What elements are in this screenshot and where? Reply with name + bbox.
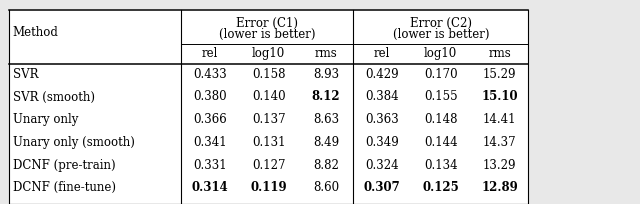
Text: 0.158: 0.158	[252, 68, 285, 81]
Text: Error (C1): Error (C1)	[236, 17, 298, 30]
Text: SVR (smooth): SVR (smooth)	[13, 91, 95, 103]
Text: 8.12: 8.12	[312, 91, 340, 103]
Text: 0.134: 0.134	[424, 159, 458, 172]
Text: DCNF (fine-tune): DCNF (fine-tune)	[13, 181, 116, 194]
Text: 0.307: 0.307	[364, 181, 400, 194]
Text: 0.131: 0.131	[252, 136, 285, 149]
Text: 0.433: 0.433	[193, 68, 227, 81]
Text: 8.63: 8.63	[313, 113, 339, 126]
Text: 0.324: 0.324	[365, 159, 399, 172]
Text: DCNF (pre-train): DCNF (pre-train)	[13, 159, 115, 172]
Text: 8.60: 8.60	[313, 181, 339, 194]
Text: Unary only (smooth): Unary only (smooth)	[13, 136, 135, 149]
Text: 0.380: 0.380	[193, 91, 227, 103]
Text: rms: rms	[488, 47, 511, 60]
Text: 0.341: 0.341	[193, 136, 227, 149]
Text: 12.89: 12.89	[481, 181, 518, 194]
Text: 8.93: 8.93	[313, 68, 339, 81]
Text: 14.41: 14.41	[483, 113, 516, 126]
Text: 0.331: 0.331	[193, 159, 227, 172]
Text: 0.140: 0.140	[252, 91, 285, 103]
Text: 14.37: 14.37	[483, 136, 516, 149]
Text: Error (C2): Error (C2)	[410, 17, 472, 30]
Text: 0.125: 0.125	[422, 181, 459, 194]
Text: 0.314: 0.314	[191, 181, 228, 194]
Text: 0.119: 0.119	[250, 181, 287, 194]
Text: log10: log10	[252, 47, 285, 60]
Text: 13.29: 13.29	[483, 159, 516, 172]
Text: (lower is better): (lower is better)	[392, 28, 489, 41]
Text: 0.148: 0.148	[424, 113, 458, 126]
Text: Method: Method	[13, 26, 59, 39]
Text: 8.82: 8.82	[313, 159, 339, 172]
Text: (lower is better): (lower is better)	[219, 28, 316, 41]
Text: rms: rms	[315, 47, 337, 60]
Text: 0.349: 0.349	[365, 136, 399, 149]
Text: 0.137: 0.137	[252, 113, 285, 126]
Text: Unary only: Unary only	[13, 113, 78, 126]
Text: 0.429: 0.429	[365, 68, 399, 81]
Text: rel: rel	[374, 47, 390, 60]
Text: 15.29: 15.29	[483, 68, 516, 81]
Text: 0.144: 0.144	[424, 136, 458, 149]
Text: log10: log10	[424, 47, 458, 60]
Text: 0.366: 0.366	[193, 113, 227, 126]
Text: SVR: SVR	[13, 68, 38, 81]
Text: 0.384: 0.384	[365, 91, 399, 103]
Text: 8.49: 8.49	[313, 136, 339, 149]
Text: 0.363: 0.363	[365, 113, 399, 126]
FancyBboxPatch shape	[9, 9, 529, 204]
Text: 0.155: 0.155	[424, 91, 458, 103]
Text: 0.170: 0.170	[424, 68, 458, 81]
Text: 15.10: 15.10	[481, 91, 518, 103]
Text: rel: rel	[202, 47, 218, 60]
Text: 0.127: 0.127	[252, 159, 285, 172]
